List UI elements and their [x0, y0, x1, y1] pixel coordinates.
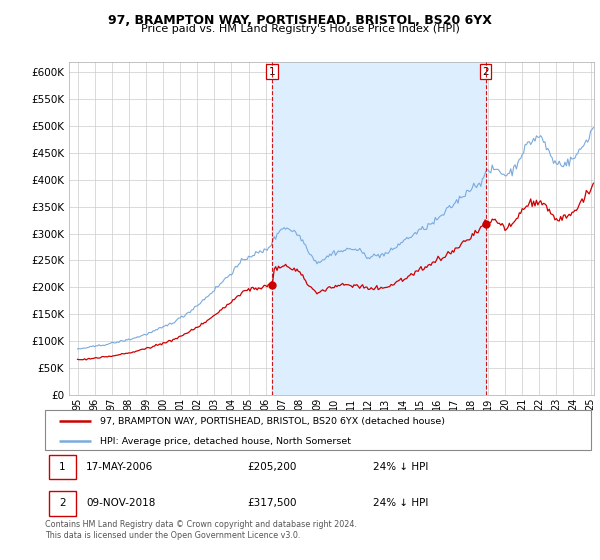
Text: 09-NOV-2018: 09-NOV-2018 [86, 498, 155, 508]
Text: Contains HM Land Registry data © Crown copyright and database right 2024.
This d: Contains HM Land Registry data © Crown c… [45, 520, 357, 540]
Text: 24% ↓ HPI: 24% ↓ HPI [373, 462, 428, 472]
Text: 24% ↓ HPI: 24% ↓ HPI [373, 498, 428, 508]
Bar [272, 62, 485, 395]
Text: 1: 1 [269, 67, 275, 77]
Text: Price paid vs. HM Land Registry's House Price Index (HPI): Price paid vs. HM Land Registry's House … [140, 24, 460, 34]
Text: £205,200: £205,200 [247, 462, 296, 472]
Text: HPI: Average price, detached house, North Somerset: HPI: Average price, detached house, Nort… [100, 437, 350, 446]
Bar [49, 455, 76, 479]
Text: 2: 2 [482, 67, 489, 77]
Text: 2: 2 [59, 498, 66, 508]
Text: £317,500: £317,500 [247, 498, 296, 508]
Bar [49, 491, 76, 516]
Text: 97, BRAMPTON WAY, PORTISHEAD, BRISTOL, BS20 6YX (detached house): 97, BRAMPTON WAY, PORTISHEAD, BRISTOL, B… [100, 417, 445, 426]
Text: 17-MAY-2006: 17-MAY-2006 [86, 462, 153, 472]
Text: 1: 1 [59, 462, 66, 472]
Text: 97, BRAMPTON WAY, PORTISHEAD, BRISTOL, BS20 6YX: 97, BRAMPTON WAY, PORTISHEAD, BRISTOL, B… [108, 14, 492, 27]
